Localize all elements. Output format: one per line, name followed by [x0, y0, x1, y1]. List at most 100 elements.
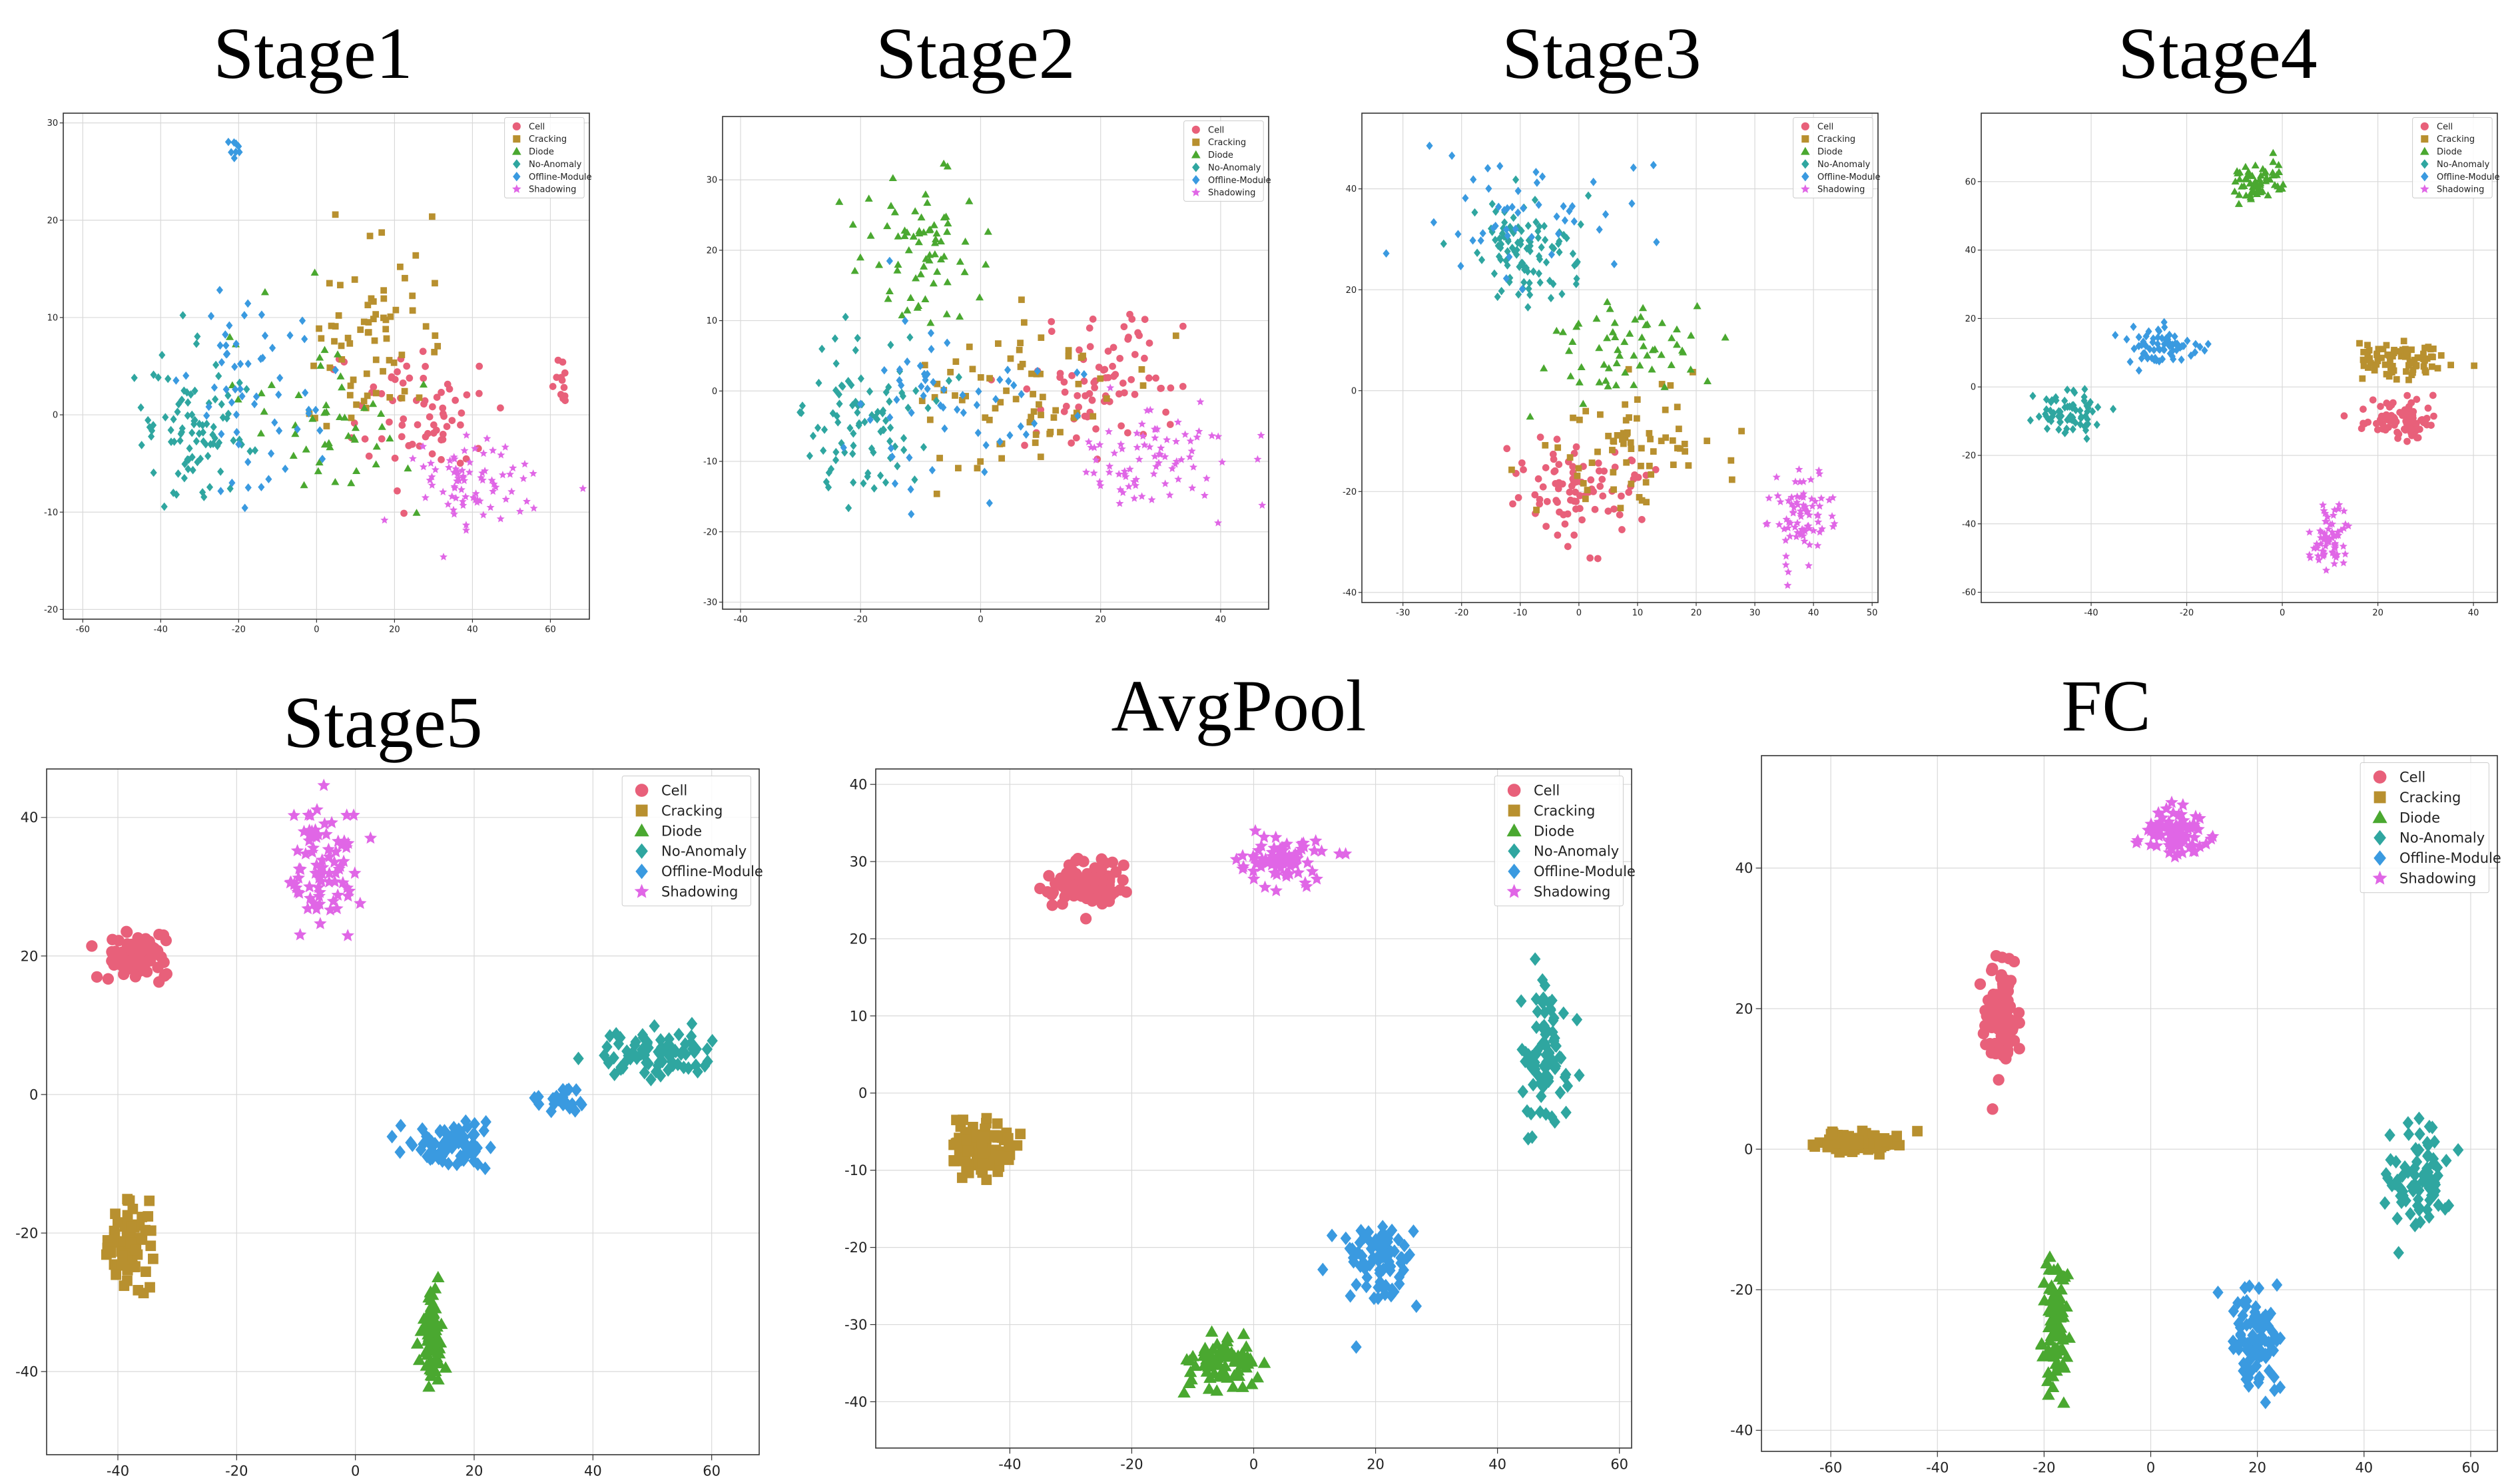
point-no-anomaly	[833, 411, 840, 421]
point-cell	[438, 436, 445, 444]
point-cell	[86, 940, 98, 952]
point-diode	[267, 381, 276, 388]
point-diode	[314, 467, 322, 475]
point-offline-module	[1596, 225, 1603, 234]
point-shadowing	[1283, 867, 1296, 880]
point-cell	[1141, 354, 1148, 362]
point-cracking	[1857, 1125, 1868, 1136]
legend-marker-cell	[512, 122, 521, 130]
point-no-anomaly	[836, 399, 843, 408]
x-tick-label: 40	[1808, 609, 1819, 618]
point-cracking	[383, 335, 390, 342]
point-cracking	[948, 1156, 960, 1166]
point-offline-module	[2160, 318, 2168, 327]
point-no-anomaly	[2110, 405, 2117, 413]
point-cell	[549, 383, 557, 390]
point-cell	[438, 455, 445, 463]
point-cell	[497, 404, 504, 412]
point-shadowing	[1291, 866, 1305, 879]
point-diode	[982, 260, 990, 268]
point-cell	[406, 374, 414, 382]
point-offline-module	[840, 443, 847, 452]
point-cracking	[1007, 355, 1014, 362]
point-diode	[914, 238, 923, 246]
y-tick-label: 0	[858, 1085, 867, 1101]
point-diode	[300, 481, 308, 489]
y-tick-label: 40	[1735, 860, 1753, 876]
point-shadowing	[1793, 528, 1802, 537]
point-offline-module	[405, 1135, 416, 1150]
point-shadowing	[2167, 837, 2181, 850]
point-cracking	[370, 298, 377, 305]
point-diode	[1672, 325, 1681, 333]
x-tick-label: 20	[2372, 609, 2383, 618]
point-cell	[443, 423, 451, 430]
point-shadowing	[320, 828, 333, 840]
point-no-anomaly	[2409, 1161, 2420, 1175]
point-shadowing	[498, 471, 507, 479]
point-diode	[1526, 412, 1534, 420]
x-tick-label: -30	[1396, 609, 1410, 618]
point-no-anomaly	[820, 446, 827, 455]
point-diode	[883, 222, 892, 230]
point-cracking	[981, 1113, 992, 1124]
point-diode	[1205, 1325, 1219, 1337]
point-cracking	[351, 276, 358, 283]
point-offline-module	[436, 1139, 448, 1153]
point-no-anomaly	[2076, 406, 2084, 415]
point-shadowing	[460, 476, 469, 485]
point-no-anomaly	[2429, 1134, 2440, 1149]
point-cell	[1141, 316, 1149, 324]
point-cracking	[1685, 462, 1692, 469]
point-cracking	[346, 391, 354, 399]
point-shadowing	[1133, 443, 1141, 451]
y-tick-label: -40	[1343, 588, 1357, 598]
point-offline-module	[2154, 340, 2162, 349]
point-no-anomaly	[1515, 290, 1522, 299]
point-no-anomaly	[1538, 995, 1549, 1009]
point-no-anomaly	[1556, 237, 1563, 246]
point-cell	[420, 374, 428, 382]
point-no-anomaly	[1494, 292, 1501, 302]
point-shadowing	[1163, 435, 1171, 443]
point-shadowing	[505, 470, 514, 478]
point-cracking	[392, 306, 400, 314]
point-offline-module	[443, 1156, 454, 1171]
y-tick-label: 10	[707, 316, 718, 326]
x-tick-label: 0	[2280, 609, 2285, 618]
point-offline-module	[1380, 1278, 1392, 1293]
point-no-anomaly	[904, 403, 912, 412]
point-offline-module	[228, 148, 235, 157]
point-shadowing	[2340, 507, 2348, 515]
point-no-anomaly	[673, 1027, 685, 1042]
point-cracking	[140, 1224, 151, 1236]
x-tick-label: -20	[225, 1463, 248, 1479]
point-shadowing	[1139, 431, 1147, 440]
legend-label: Shadowing	[1534, 884, 1610, 900]
point-offline-module	[1561, 216, 1568, 225]
point-no-anomaly	[189, 465, 196, 475]
point-no-anomaly	[1498, 286, 1505, 296]
point-shadowing	[2162, 838, 2176, 852]
point-cell	[1561, 520, 1569, 528]
y-tick-label: -40	[1730, 1423, 1753, 1439]
point-cell	[1114, 884, 1126, 896]
point-diode	[1221, 1331, 1235, 1343]
point-shadowing	[1784, 567, 1793, 576]
point-no-anomaly	[2069, 425, 2076, 434]
y-tick-label: 0	[1971, 383, 1976, 393]
point-offline-module	[2212, 1286, 2224, 1300]
point-shadowing	[2183, 840, 2196, 854]
point-cell	[1551, 467, 1559, 475]
point-diode	[1217, 1339, 1231, 1351]
point-cell	[2393, 428, 2401, 436]
point-no-anomaly	[1523, 244, 1530, 253]
point-cracking	[1046, 430, 1054, 437]
point-cracking	[955, 465, 962, 471]
legend-marker-offline-module	[635, 864, 648, 879]
point-shadowing	[471, 444, 479, 452]
point-diode	[2051, 1262, 2064, 1274]
point-diode	[922, 254, 930, 262]
point-diode	[960, 268, 969, 276]
point-cell	[1124, 429, 1131, 437]
